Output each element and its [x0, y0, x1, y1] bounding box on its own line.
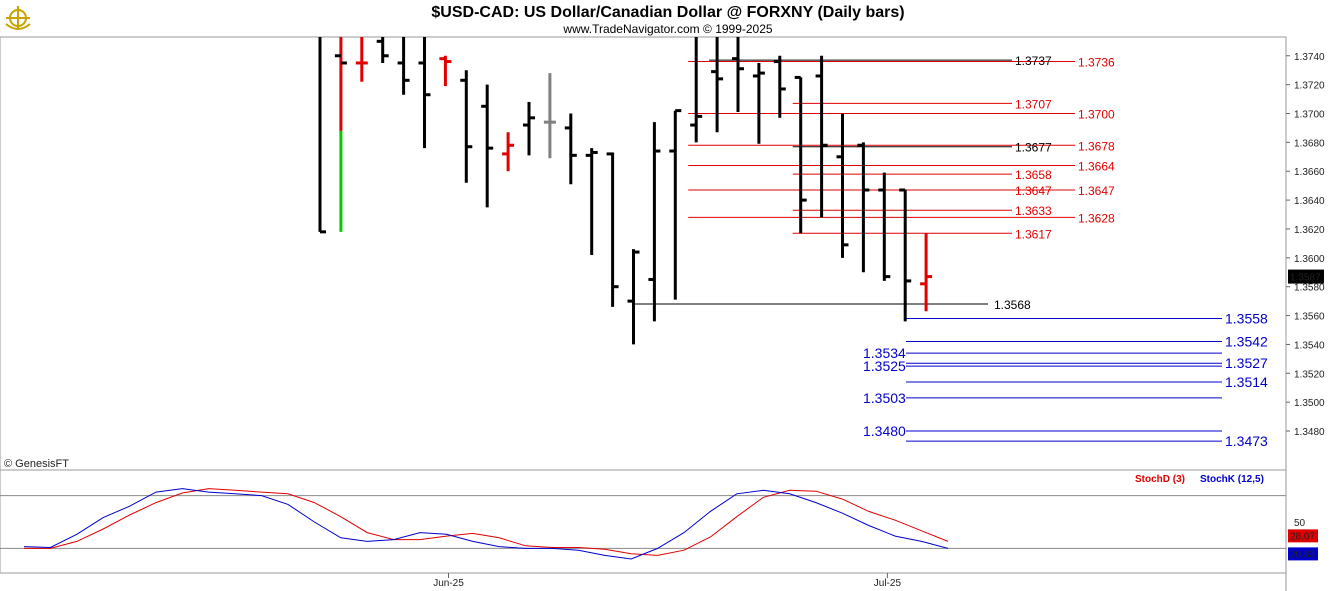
- level-label: 1.3534: [863, 345, 906, 361]
- level-label: 1.3647: [1015, 184, 1052, 198]
- stochastic-axis: 50 20.83 28.07: [1288, 518, 1318, 561]
- date-tick-label: Jun-25: [433, 578, 464, 589]
- chart-title: $USD-CAD: US Dollar/Canadian Dollar @ FO…: [431, 4, 904, 21]
- level-label: 1.3647: [1078, 184, 1115, 198]
- level-label: 1.3542: [1225, 334, 1268, 350]
- level-label: 1.3527: [1225, 355, 1268, 371]
- price-tick-label: 1.3720: [1294, 81, 1325, 92]
- level-label: 1.3678: [1078, 139, 1115, 153]
- last-price-box: [1288, 269, 1324, 284]
- stoch-line-k: [23, 488, 949, 560]
- price-tick-label: 1.3660: [1294, 167, 1325, 178]
- stochastic-lines: [0, 488, 1286, 560]
- stochastic-panel-frame: [0, 469, 1287, 574]
- price-tick-label: 1.3740: [1294, 52, 1325, 63]
- level-label: 1.3707: [1015, 97, 1052, 111]
- stochk-badge: [1288, 547, 1318, 561]
- last-price-value: 1.3587: [1290, 273, 1321, 284]
- price-tick-label: 1.3680: [1294, 138, 1325, 149]
- price-tick-label: 1.3620: [1294, 225, 1325, 236]
- level-label: 1.3736: [1078, 56, 1115, 70]
- stochd-badge: [1288, 529, 1318, 543]
- price-panel-frame: [0, 36, 1287, 471]
- chart-subtitle: www.TradeNavigator.com © 1999-2025: [562, 22, 772, 36]
- date-axis: Jun-25 Jul-25: [433, 573, 901, 589]
- level-label: 1.3558: [1225, 310, 1268, 326]
- level-label: 1.3737: [1015, 54, 1052, 68]
- stoch-line-d: [24, 488, 949, 556]
- stoch-tick-label: 50: [1294, 518, 1306, 529]
- price-tick-label: 1.3500: [1294, 398, 1325, 409]
- stochk-last-value: 20.83: [1290, 549, 1315, 560]
- legend-stochd: StochD (3): [1135, 474, 1185, 485]
- level-label: 1.3658: [1015, 168, 1052, 182]
- level-label: 1.3633: [1015, 204, 1052, 218]
- price-tick-label: 1.3600: [1294, 254, 1325, 265]
- level-label: 1.3617: [1015, 227, 1052, 241]
- level-label: 1.3473: [1225, 433, 1268, 449]
- level-label: 1.3514: [1225, 374, 1268, 390]
- price-tick-label: 1.3560: [1294, 312, 1325, 323]
- price-tick-label: 1.3700: [1294, 109, 1325, 120]
- level-label: 1.3503: [863, 390, 906, 406]
- price-bars: [318, 37, 933, 345]
- level-label: 1.3525: [863, 358, 906, 374]
- price-tick-label: 1.3540: [1294, 340, 1325, 351]
- watermark: © GenesisFT: [4, 458, 69, 470]
- level-label: 1.3480: [863, 423, 906, 439]
- logo-icon: [5, 6, 31, 30]
- stochd-last-value: 28.07: [1290, 531, 1315, 542]
- price-tick-label: 1.3580: [1294, 283, 1325, 294]
- date-tick-label: Jul-25: [874, 578, 902, 589]
- price-tick-label: 1.3520: [1294, 369, 1325, 380]
- legend-stochk: StochK (12,5): [1200, 474, 1264, 485]
- price-tick-label: 1.3480: [1294, 427, 1325, 438]
- level-label: 1.3628: [1078, 211, 1115, 225]
- level-label: 1.3677: [1015, 141, 1052, 155]
- price-tick-label: 1.3640: [1294, 196, 1325, 207]
- stochastic-legend: StochD (3) StochK (12,5): [1135, 474, 1264, 485]
- level-label: 1.3568: [994, 298, 1031, 312]
- level-label: 1.3700: [1078, 107, 1115, 121]
- last-price-badge: 1.3587: [1288, 269, 1324, 284]
- level-label: 1.3664: [1078, 159, 1115, 173]
- price-axis: 1.3740 1.3720 1.3700 1.3680 1.3660 1.3640 1.36…: [1286, 52, 1325, 438]
- price-levels: [633, 59, 1222, 442]
